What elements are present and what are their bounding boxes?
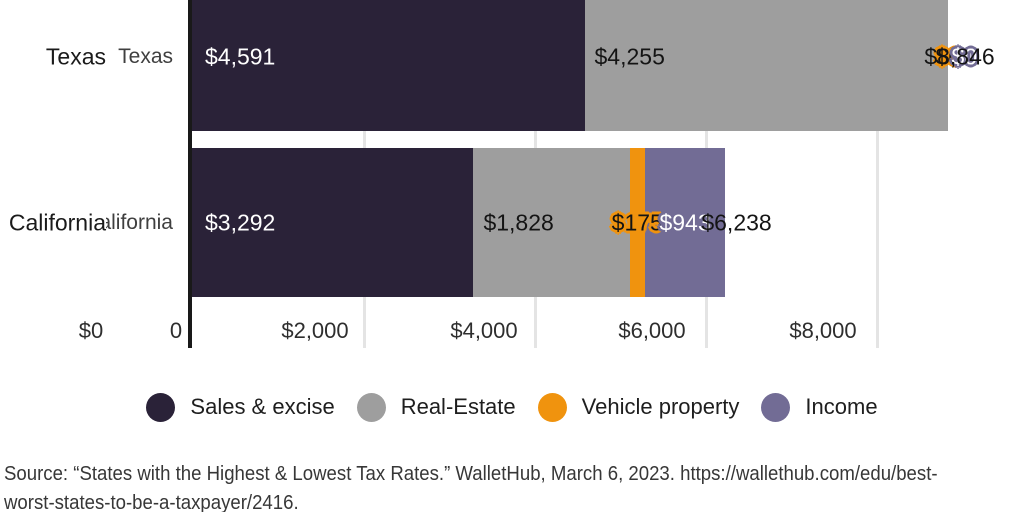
legend-item-real-estate: Real-Estate bbox=[356, 392, 516, 422]
source-note-line-2: worst-states-to-be-a-taxpayer/2416. bbox=[4, 492, 299, 512]
legend-swatch-sales-excise bbox=[146, 392, 176, 422]
segment-label-california-sales-excise: $3,292 bbox=[205, 209, 276, 235]
x-tick-label-zero-secondary: 0 bbox=[169, 318, 183, 343]
segment-label-texas-income: $0 bbox=[951, 43, 978, 69]
segment-label-texas-sales-excise: $4,591 bbox=[205, 43, 276, 69]
category-label-california-secondary: California bbox=[84, 210, 173, 234]
segment-texas-sales-excise bbox=[192, 0, 585, 131]
legend-swatch-income bbox=[761, 392, 791, 422]
segment-label-california-real-estate: $1,828 bbox=[483, 209, 554, 235]
chart-legend: Sales & excise Real-Estate Vehicle propert… bbox=[0, 382, 1024, 432]
x-tick-label-2-000: $2,000 bbox=[281, 318, 349, 343]
segment-california-income bbox=[644, 148, 726, 297]
y-axis-line bbox=[188, 0, 192, 348]
legend-item-vehicle-property: Vehicle property bbox=[537, 392, 740, 422]
x-tick-label-0: $0 bbox=[78, 318, 104, 343]
x-tick-label-4-000: $4,000 bbox=[450, 318, 518, 343]
segment-label-texas-real-estate: $4,255 bbox=[594, 43, 665, 69]
legend-label-income: Income bbox=[805, 394, 878, 419]
legend-swatch-real-estate bbox=[356, 392, 386, 422]
category-label-california-primary: California bbox=[5, 209, 106, 236]
legend-item-income: Income bbox=[761, 392, 878, 422]
category-label-texas-primary: Texas bbox=[42, 43, 106, 70]
legend-label-real-estate: Real-Estate bbox=[400, 394, 516, 419]
total-label-california: $6,238 bbox=[701, 209, 772, 235]
x-tick-label-8-000: $8,000 bbox=[789, 318, 857, 343]
segment-california-sales-excise bbox=[192, 148, 474, 297]
source-note: Source: “States with the Highest & Lowes… bbox=[4, 460, 1024, 512]
legend-label-vehicle-property: Vehicle property bbox=[581, 394, 740, 419]
total-label-texas: $8,846 bbox=[924, 43, 995, 69]
segment-california-vehicle-property bbox=[629, 148, 645, 297]
segment-texas-real-estate bbox=[584, 0, 949, 131]
plot-area: $4,591 $4,255 $0 $0 $8,846 $3,292 $1,828 $175 $9… bbox=[5, 0, 995, 348]
x-tick-label-6-000: $6,000 bbox=[618, 318, 686, 343]
source-note-line-1: Source: “States with the Highest & Lowes… bbox=[4, 463, 938, 485]
category-label-texas-secondary: Texas bbox=[118, 44, 173, 68]
legend-swatch-vehicle-property bbox=[537, 392, 567, 422]
legend-label-sales-excise: Sales & excise bbox=[190, 394, 335, 419]
legend-item-sales-excise: Sales & excise bbox=[146, 392, 335, 422]
gridline-8-000 bbox=[876, 0, 879, 348]
segment-label-texas-vehicle-property: $0 bbox=[935, 43, 962, 69]
segment-label-california-income: $943 bbox=[659, 209, 711, 235]
segment-california-real-estate bbox=[473, 148, 630, 297]
segment-label-california-vehicle-property: $175 bbox=[611, 209, 663, 235]
